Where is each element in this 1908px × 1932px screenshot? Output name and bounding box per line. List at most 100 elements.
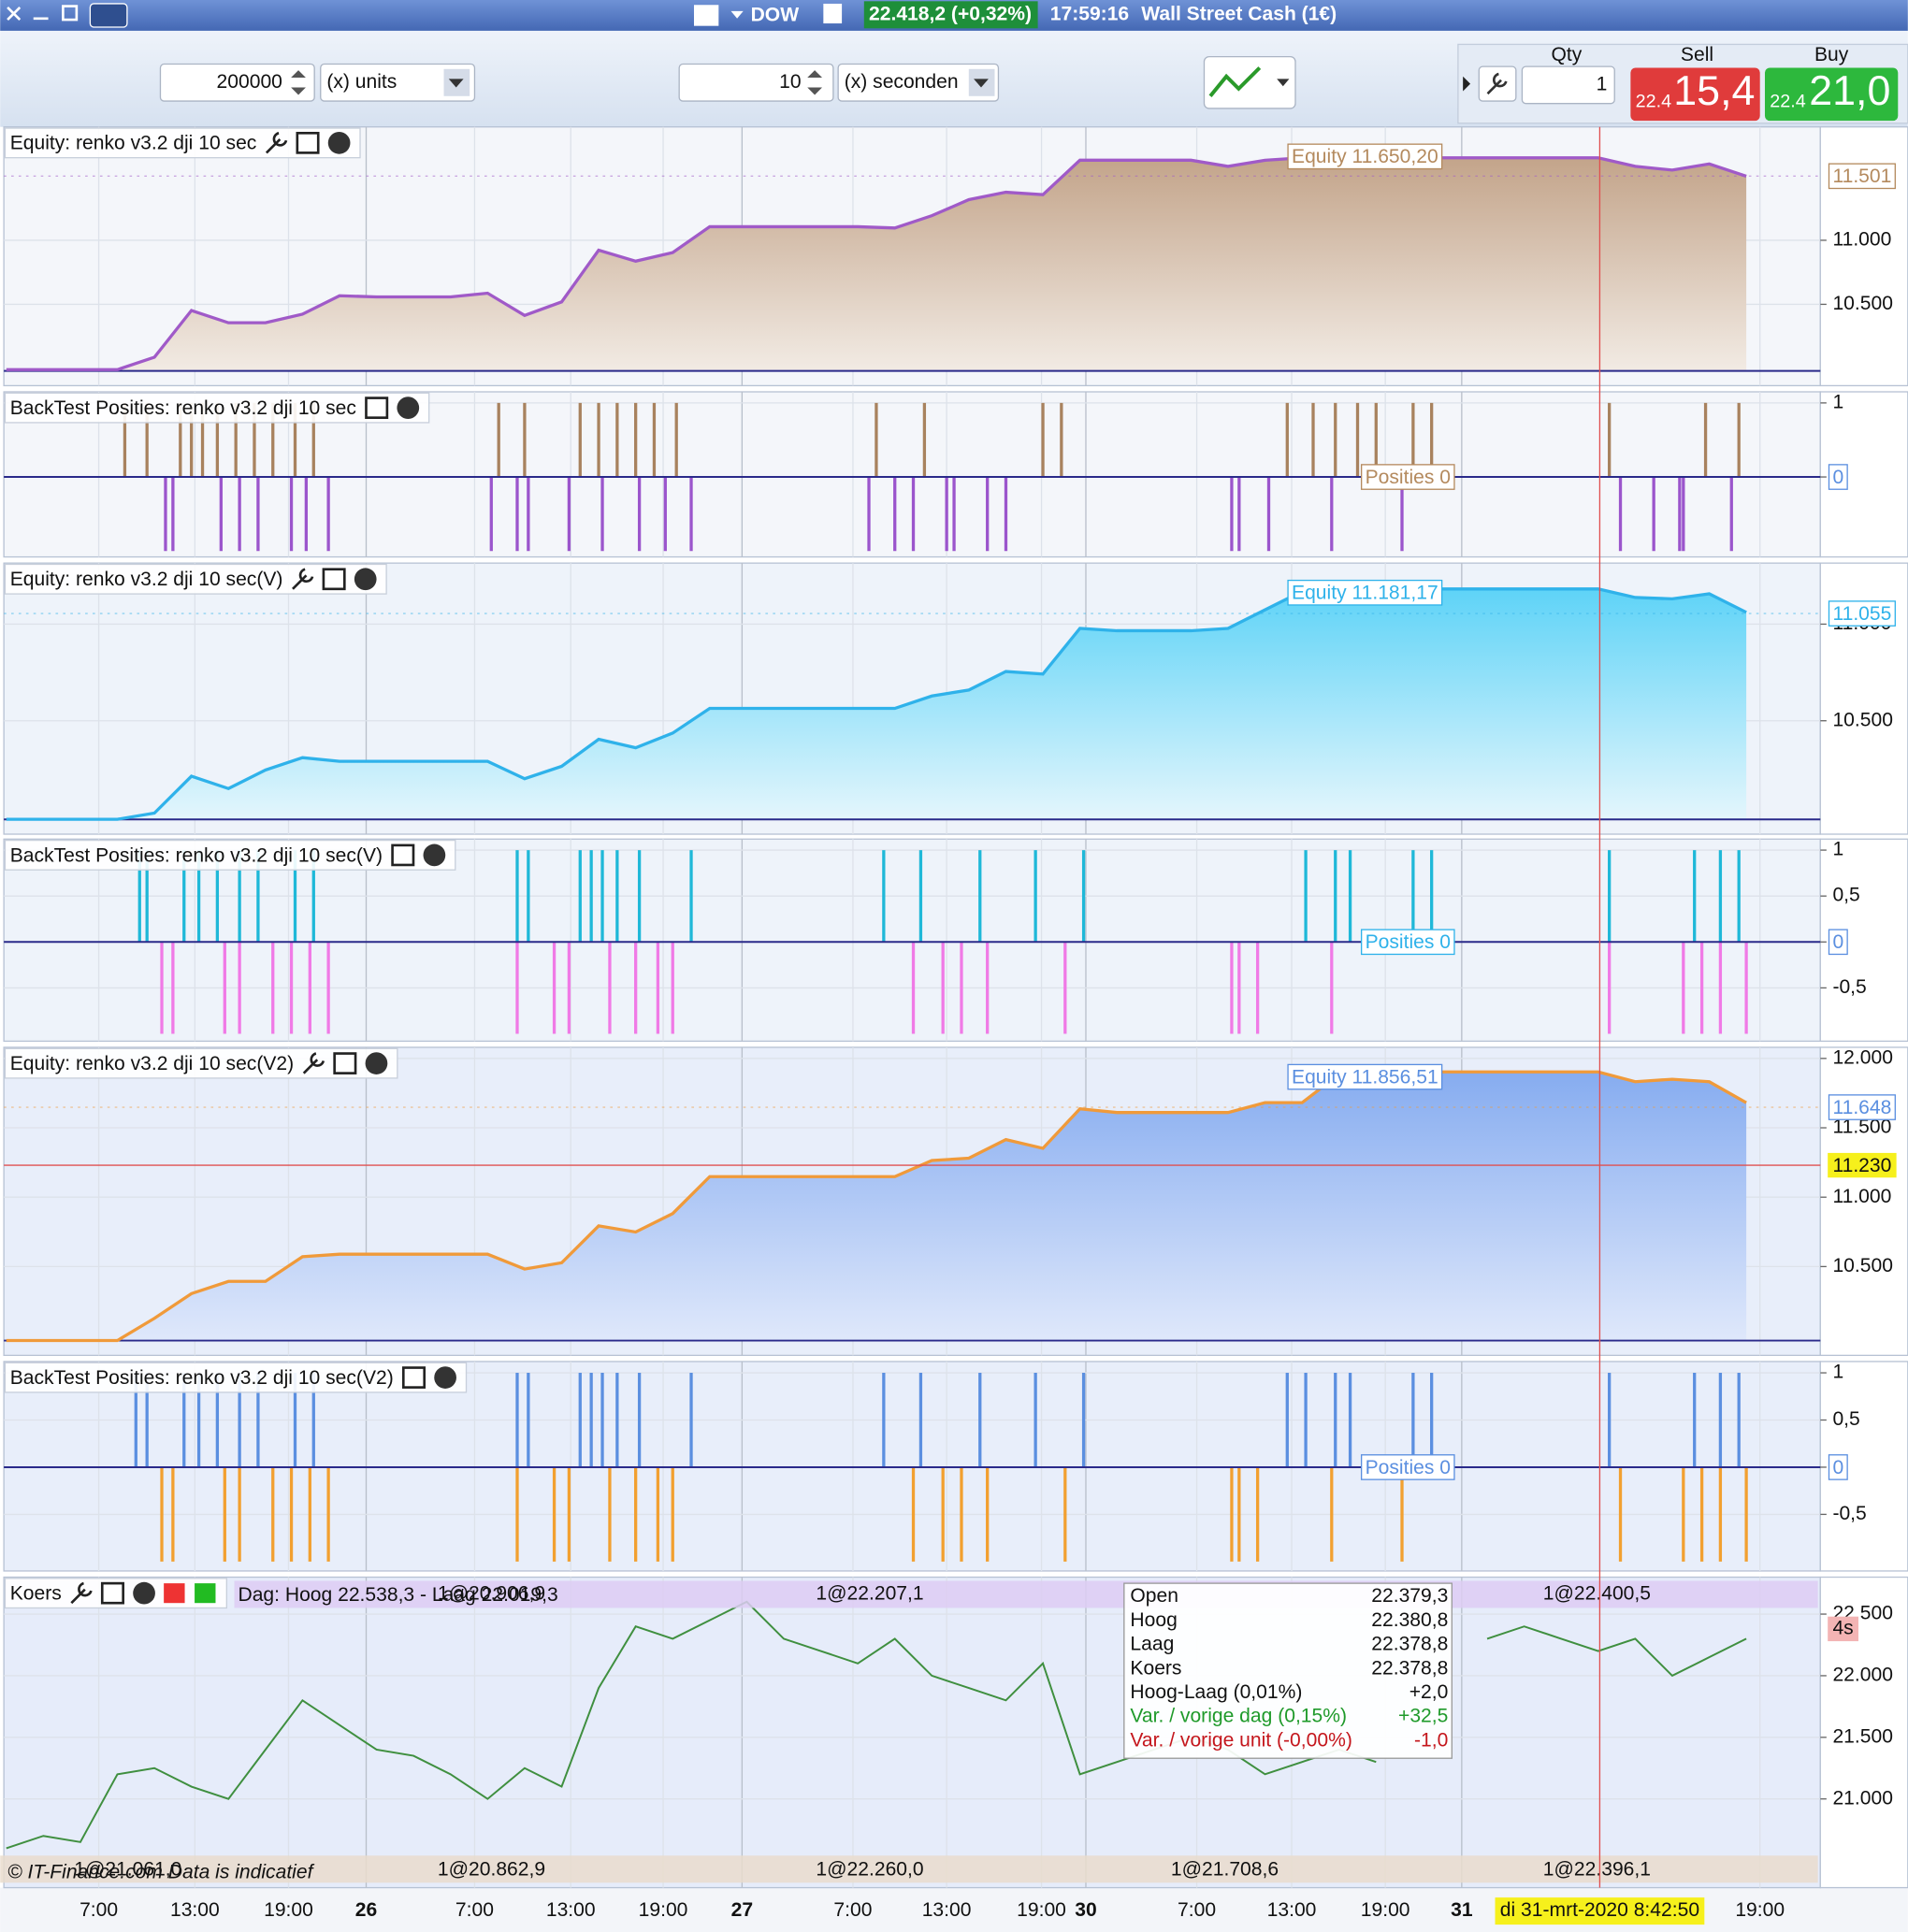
settings-icon[interactable] [302, 1052, 325, 1074]
instrument-code: DOW [751, 5, 800, 26]
settings-icon[interactable] [70, 1581, 93, 1605]
indicator-button[interactable] [1203, 55, 1296, 109]
settings-icon[interactable] [292, 568, 314, 590]
order-label: 1@21.061,0 [74, 1859, 181, 1881]
y-tick-label: 10.500 [1832, 293, 1892, 314]
y-tick-label: -0,5 [1832, 1503, 1866, 1524]
y-tick-label: 0,5 [1832, 885, 1859, 906]
panel-title: BackTest Posities: renko v3.2 dji 10 sec… [10, 1367, 394, 1389]
equity-area [6, 1072, 1747, 1341]
tooltip-value: 22.378,8 [1371, 1634, 1448, 1655]
value-tag-box [1360, 1454, 1455, 1480]
y-tick-label: 10.500 [1832, 1255, 1892, 1276]
order-label: 1@22.260,0 [816, 1859, 923, 1881]
buy-button[interactable] [1764, 67, 1899, 122]
window-icon[interactable] [391, 843, 415, 867]
window-icon[interactable] [296, 131, 320, 154]
order-label: 1@22.400,5 [1543, 1583, 1651, 1605]
panel-header: BackTest Posities: renko v3.2 dji 10 sec… [4, 1362, 468, 1393]
close-icon[interactable] [327, 131, 351, 154]
value-tag-box [1828, 929, 1848, 956]
window-icon[interactable] [333, 1052, 357, 1074]
spinner[interactable] [291, 70, 306, 95]
countdown-box [1828, 1616, 1858, 1642]
order-label: 1@20.906,9 [438, 1583, 545, 1605]
order-label: 1@20.862,9 [438, 1859, 545, 1881]
window-icon[interactable] [100, 1581, 124, 1605]
sell-price: 15,4 [1673, 67, 1755, 114]
tooltip-label: Open [1130, 1585, 1178, 1607]
quantity-unit: (x) units [326, 71, 397, 93]
wrench-icon [1486, 72, 1508, 95]
equity-area [6, 157, 1747, 371]
x-tick-label: 19:00 [1735, 1899, 1785, 1921]
window-icon[interactable] [401, 1366, 426, 1389]
chart-type-icon[interactable] [693, 5, 719, 26]
dropdown-arrow [1277, 79, 1290, 87]
dropdown-arrow[interactable] [730, 10, 744, 19]
tooltip-value: +2,0 [1409, 1681, 1449, 1703]
value-tag: Equity 11.181,17 [1292, 583, 1438, 604]
equity-line [6, 1070, 1747, 1343]
x-tick-label: 19:00 [1017, 1899, 1066, 1921]
tooltip-label: Hoog-Laag (0,01%) [1130, 1681, 1302, 1703]
settings-icon[interactable] [265, 132, 288, 154]
buy-label: Buy [1814, 44, 1849, 65]
value-tag-box [1828, 1094, 1896, 1120]
panel-header: BackTest Posities: renko v3.2 dji 10 sec [4, 392, 430, 424]
value-tag: 11.501 [1832, 166, 1891, 187]
x-tick-label: 30 [1075, 1899, 1096, 1921]
close-icon[interactable] [423, 843, 446, 867]
tooltip-value: +32,5 [1398, 1706, 1448, 1727]
instrument-name: Wall Street Cash (1€) [1141, 3, 1337, 24]
x-tick-label: 7:00 [833, 1899, 872, 1921]
value-tag-box [1287, 143, 1443, 170]
close-icon[interactable] [397, 396, 420, 419]
quantity-input[interactable] [159, 63, 315, 102]
value-tag: Equity 11.650,20 [1292, 146, 1438, 167]
close-icon[interactable] [133, 1581, 155, 1605]
interval-select[interactable] [837, 63, 1000, 102]
sell-button[interactable] [1630, 67, 1760, 122]
close-icon[interactable] [354, 568, 377, 591]
qty-label: Qty [1551, 44, 1582, 65]
header-box [4, 1362, 468, 1393]
orders-strip [234, 1580, 1818, 1608]
window-icon[interactable] [322, 568, 346, 591]
y-tick-label: 10.500 [1832, 709, 1892, 730]
value-tag-box [1828, 464, 1848, 490]
x-tick-label: 19:00 [264, 1899, 313, 1921]
interval-input[interactable] [678, 63, 834, 102]
close-icon[interactable] [365, 1052, 388, 1074]
qty-input[interactable] [1521, 65, 1615, 105]
window-icon[interactable] [365, 396, 389, 419]
tooltip-value: -1,0 [1414, 1729, 1448, 1751]
sell-icon[interactable] [164, 1583, 185, 1604]
panel-header: Equity: renko v3.2 dji 10 sec(V) [4, 563, 387, 595]
value-tag-box [1828, 1454, 1848, 1480]
panel-title: BackTest Posities: renko v3.2 dji 10 sec… [10, 844, 383, 866]
info-icon[interactable] [823, 3, 843, 24]
tooltip-label: Koers [1130, 1657, 1181, 1679]
x-tick-label: 7:00 [1178, 1899, 1216, 1921]
price-box [863, 1, 1038, 29]
close-icon[interactable] [434, 1366, 456, 1389]
panel-header: BackTest Posities: renko v3.2 dji 10 sec… [4, 839, 456, 871]
unit-select[interactable] [320, 63, 476, 102]
tooltip-label: Laag [1130, 1634, 1174, 1655]
order-label: 1@22.207,1 [816, 1583, 923, 1605]
y-tick-label: 21.000 [1832, 1787, 1892, 1809]
y-tick-label: 1 [1832, 839, 1843, 860]
value-tag-box [1360, 464, 1455, 490]
order-label: 1@21.708,6 [1171, 1859, 1279, 1881]
dropdown-arrow [974, 79, 989, 88]
spinner[interactable] [807, 70, 823, 95]
collapse-arrow[interactable] [1463, 76, 1471, 92]
x-tick-label: 13:00 [170, 1899, 220, 1921]
y-tick-label: 1 [1832, 1362, 1843, 1383]
buy-icon[interactable] [195, 1583, 216, 1604]
y-tick-label: 11.000 [1832, 229, 1891, 251]
cursor-date: di 31-mrt-2020 8:42:50 [1500, 1899, 1699, 1921]
tooltip [1123, 1582, 1453, 1759]
value-tag: 0 [1832, 467, 1843, 488]
